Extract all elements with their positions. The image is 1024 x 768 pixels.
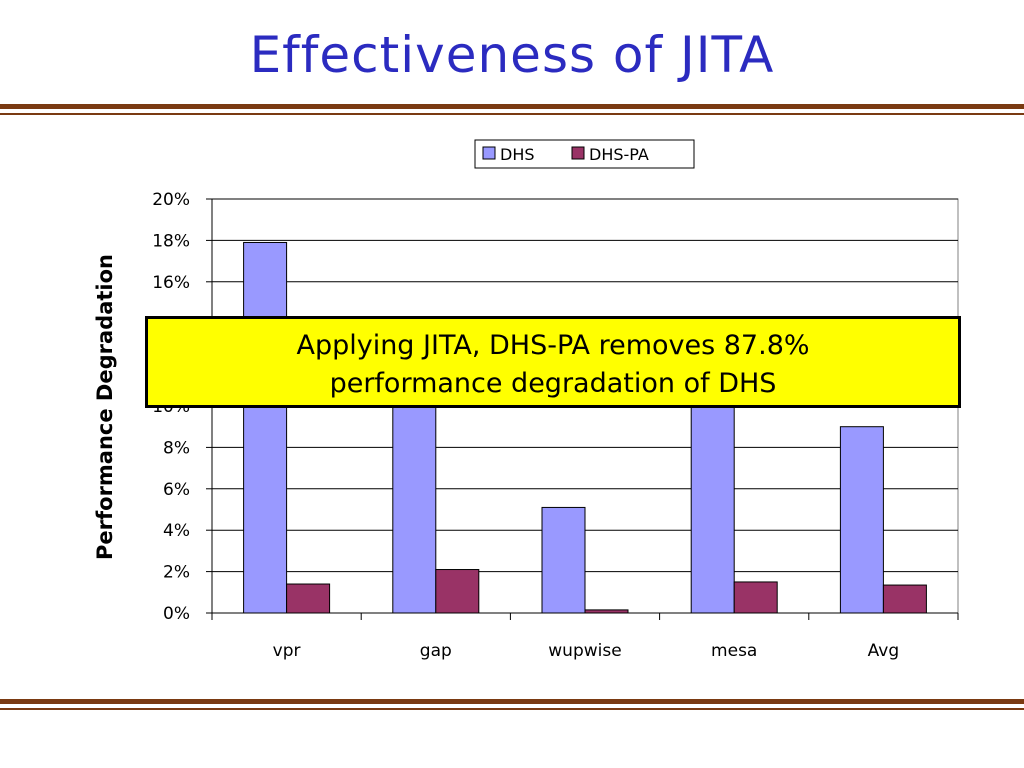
y-tick-label: 18% (152, 231, 190, 251)
y-tick-label: 6% (163, 480, 190, 500)
slide-title: Effectiveness of JITA (249, 26, 775, 84)
callout-line-2: performance degradation of DHS (329, 368, 777, 399)
bars (243, 241, 927, 614)
callout-line-1: Applying JITA, DHS-PA removes 87.8% (296, 330, 810, 361)
x-tick-labels: vpr gap wupwise mesa Avg (273, 641, 899, 661)
bottom-rule (0, 699, 1024, 704)
y-tick-label: 0% (163, 604, 190, 624)
y-tick-label: 2% (163, 563, 190, 583)
bottom-rule-thin (0, 708, 1024, 710)
top-rule-thin (0, 113, 1024, 115)
bar-dhs-wupwise (541, 506, 586, 614)
bar-dhs-pa-gap (435, 569, 480, 614)
bar-dhs-avg (839, 426, 884, 614)
x-tick-label: vpr (273, 641, 301, 661)
x-tick-label: mesa (711, 641, 757, 661)
x-tick-label: wupwise (548, 641, 621, 661)
x-tick-label: Avg (868, 641, 900, 661)
bar-dhs-pa-avg (882, 584, 927, 614)
chart-legend: DHS DHS-PA (474, 139, 695, 169)
legend-swatch-dhs (482, 146, 496, 160)
y-tick-label: 4% (163, 521, 190, 541)
top-rule (0, 104, 1024, 109)
y-axis-label: Performance Degradation (93, 254, 117, 560)
bar-dhs-pa-vpr (286, 583, 331, 614)
bar-dhs-mesa (690, 395, 735, 614)
bar-dhs-vpr (243, 241, 288, 614)
legend-label-dhs: DHS (500, 145, 535, 164)
legend-swatch-dhs-pa (571, 146, 585, 160)
bar-dhs-gap (392, 401, 437, 614)
x-tick-label: gap (420, 641, 452, 661)
y-tick-label: 8% (163, 438, 190, 458)
bar-dhs-pa-mesa (733, 581, 778, 614)
legend-label-dhs-pa: DHS-PA (589, 145, 649, 164)
y-tick-label: 16% (152, 273, 190, 293)
y-tick-label: 20% (152, 190, 190, 210)
callout-box: Applying JITA, DHS-PA removes 87.8% perf… (145, 316, 961, 408)
